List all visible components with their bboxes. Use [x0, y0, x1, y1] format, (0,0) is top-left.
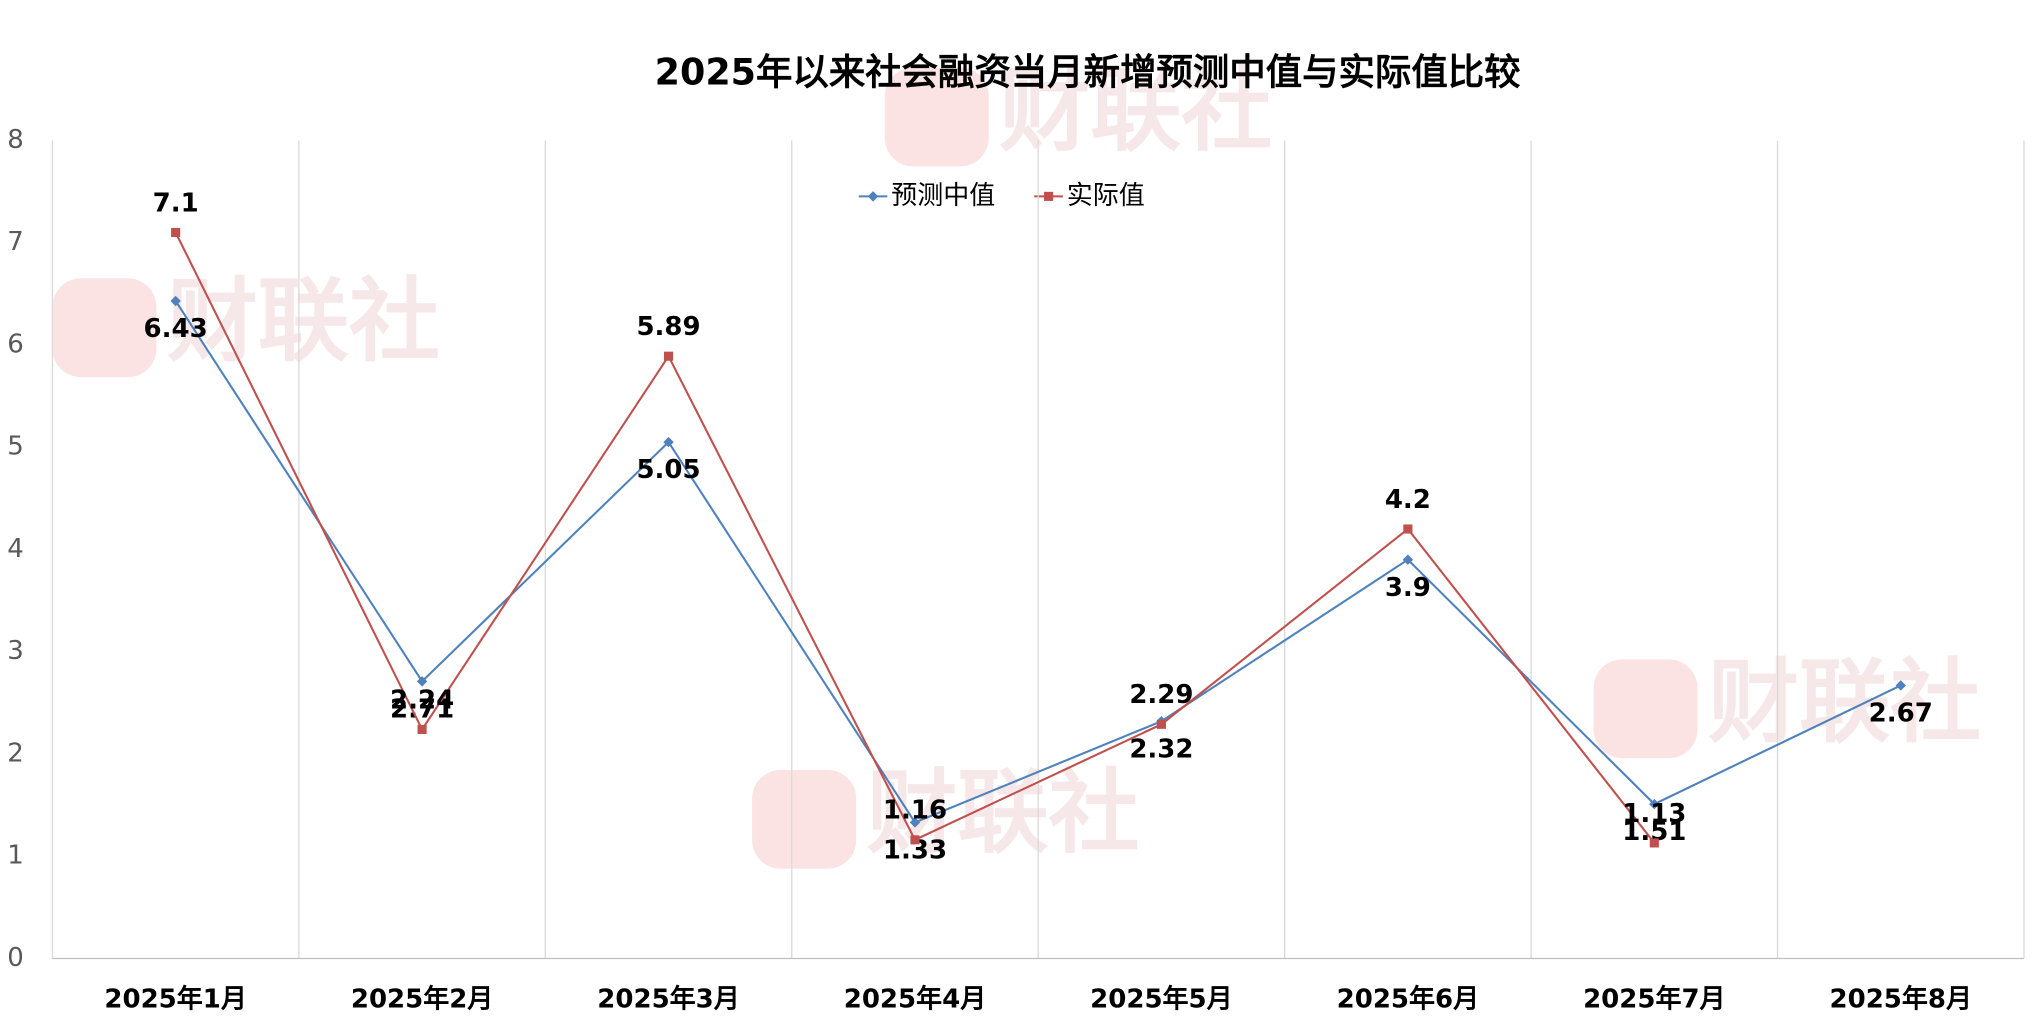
chart-title: 2025年以来社会融资当月新增预测中值与实际值比较 [655, 51, 1521, 94]
data-label: 3.9 [1385, 573, 1431, 603]
data-point [1403, 524, 1413, 534]
data-point [867, 191, 879, 202]
x-tick-label: 2025年7月 [1583, 984, 1725, 1015]
data-point [909, 817, 921, 828]
legend: 预测中值 实际值 [858, 181, 1145, 211]
line [174, 300, 1902, 824]
y-tick-label: 6 [7, 329, 24, 359]
series: 6.432.715.051.332.323.91.512.67 [144, 295, 1933, 866]
y-tick-label: 7 [7, 227, 24, 257]
watermark-text: 财联社 [867, 761, 1140, 866]
data-label: 5.05 [636, 455, 700, 485]
y-tick-label: 3 [7, 636, 24, 666]
data-point [417, 724, 427, 734]
data-label: 4.2 [1385, 485, 1431, 515]
watermark-text: 财联社 [1708, 651, 1981, 756]
watermark-text: 财联社 [167, 270, 440, 375]
data-point [1402, 554, 1414, 565]
watermark-text: 财联社 [999, 59, 1272, 164]
watermark-logo [752, 769, 857, 869]
data-point [416, 676, 428, 687]
x-tick-label: 2025年8月 [1830, 984, 1972, 1015]
data-label: 1.13 [1622, 799, 1686, 829]
data-label: 2.71 [390, 694, 454, 724]
watermark-logo [52, 278, 157, 378]
data-label: 5.89 [636, 312, 700, 342]
y-tick-label: 4 [7, 534, 24, 564]
data-point [1649, 838, 1659, 848]
data-label: 1.16 [883, 796, 947, 826]
watermark-logo [884, 67, 989, 167]
data-point [1044, 191, 1054, 201]
data-label: 2.24 [390, 685, 454, 715]
data-label: 2.29 [1129, 680, 1193, 710]
data-point [910, 835, 920, 845]
y-tick-label: 2 [7, 738, 24, 768]
x-tick-label: 2025年2月 [351, 984, 493, 1015]
watermark-logo [1593, 659, 1698, 759]
x-tick-label: 2025年5月 [1090, 984, 1232, 1015]
data-point [1156, 719, 1166, 729]
y-tick-label: 1 [7, 841, 24, 871]
x-tick-label: 2025年3月 [597, 984, 739, 1015]
data-label: 2.32 [1129, 734, 1193, 764]
y-tick-label: 5 [7, 432, 24, 462]
data-label: 7.1 [153, 188, 199, 218]
y-tick-label: 8 [7, 125, 24, 155]
data-point [171, 227, 181, 238]
data-point [663, 436, 674, 448]
legend-label: 实际值 [1067, 181, 1145, 211]
y-tick-label: 0 [7, 943, 24, 973]
data-label: 6.43 [144, 314, 208, 344]
data-label: 2.67 [1869, 699, 1933, 729]
data-point [663, 351, 674, 361]
x-tick-label: 2025年6月 [1337, 984, 1479, 1015]
x-tick-label: 2025年4月 [844, 984, 986, 1015]
x-tick-label: 2025年1月 [104, 984, 246, 1015]
data-point [170, 295, 181, 307]
legend-label: 预测中值 [891, 181, 995, 211]
series: 7.1 2.24 5.89 1.16 2.29 4.2 1.13 [153, 188, 1686, 848]
